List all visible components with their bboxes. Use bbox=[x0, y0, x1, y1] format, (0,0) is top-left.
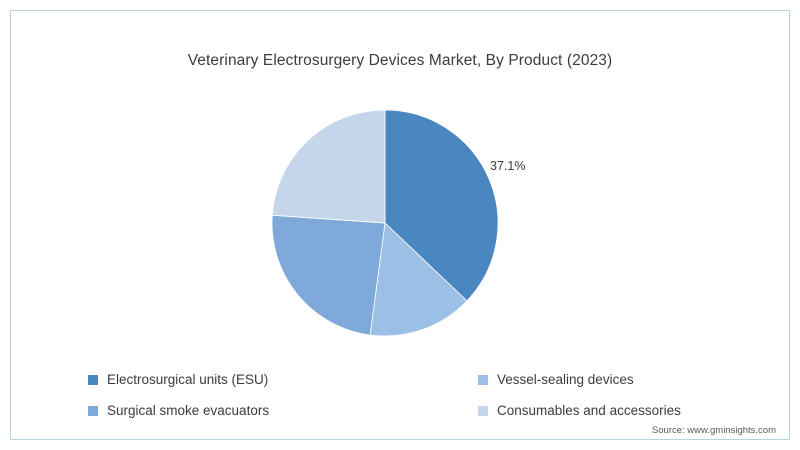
legend-item-consumables-and-accessories[interactable]: Consumables and accessories bbox=[478, 403, 738, 418]
pie-slice-group bbox=[271, 109, 499, 337]
pie-data-label-esu: 37.1% bbox=[490, 159, 526, 173]
legend-item-electrosurgical-units[interactable]: Electrosurgical units (ESU) bbox=[88, 372, 478, 387]
pie-chart-svg bbox=[271, 109, 499, 337]
source-attribution: Source: www.gminsights.com bbox=[651, 425, 776, 436]
legend-item-label: Electrosurgical units (ESU) bbox=[107, 372, 269, 387]
legend-swatch-icon bbox=[478, 405, 488, 416]
chart-legend: Electrosurgical units (ESU) Vessel-seali… bbox=[88, 364, 738, 426]
page-title: Veterinary Electrosurgery Devices Market… bbox=[187, 52, 613, 69]
legend-swatch-icon bbox=[88, 405, 98, 416]
legend-swatch-icon bbox=[88, 374, 98, 385]
pie-chart bbox=[271, 109, 499, 337]
legend-item-label: Vessel-sealing devices bbox=[497, 372, 634, 387]
pie-slice[interactable] bbox=[271, 214, 386, 336]
pie-slice[interactable] bbox=[384, 109, 499, 302]
legend-item-label: Surgical smoke evacuators bbox=[107, 403, 270, 418]
pie-slice[interactable] bbox=[369, 222, 468, 337]
pie-slice[interactable] bbox=[271, 109, 386, 224]
legend-item-label: Consumables and accessories bbox=[497, 403, 681, 418]
legend-item-vessel-sealing-devices[interactable]: Vessel-sealing devices bbox=[478, 372, 738, 387]
legend-item-surgical-smoke-evacuators[interactable]: Surgical smoke evacuators bbox=[88, 403, 478, 418]
legend-swatch-icon bbox=[478, 374, 488, 385]
